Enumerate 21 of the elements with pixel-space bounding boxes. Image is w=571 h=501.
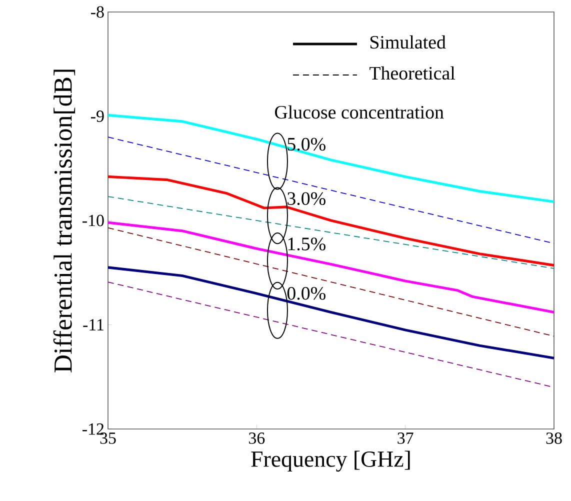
line-series	[106, 175, 556, 267]
x-axis-title: Frequency [GHz]	[251, 450, 410, 472]
y-tick-label: -8	[91, 6, 104, 18]
y-axis-title: Differential transmission[dB]	[53, 70, 76, 372]
y-tick-label: -10	[82, 214, 104, 226]
annotation: 0.0%	[287, 286, 326, 300]
annotation: Theoretical	[370, 66, 456, 80]
y-tick-label: -9	[91, 110, 104, 122]
x-tick-label: 36	[249, 432, 265, 444]
annotation: Simulated	[370, 35, 446, 49]
annotation: Glucose concentration	[274, 105, 444, 119]
annotation: 3.0%	[288, 192, 326, 206]
x-tick-label: 35	[100, 432, 116, 444]
line-series	[106, 221, 556, 314]
y-tick-label: -11	[83, 319, 104, 330]
y-tick-label: -12	[82, 423, 104, 435]
x-tick-label: 37	[398, 432, 414, 444]
line-series	[106, 266, 556, 360]
annotation: 5.0%	[288, 138, 326, 151]
annotation: 1.5%	[288, 238, 326, 250]
x-tick-label: 38	[546, 432, 562, 444]
